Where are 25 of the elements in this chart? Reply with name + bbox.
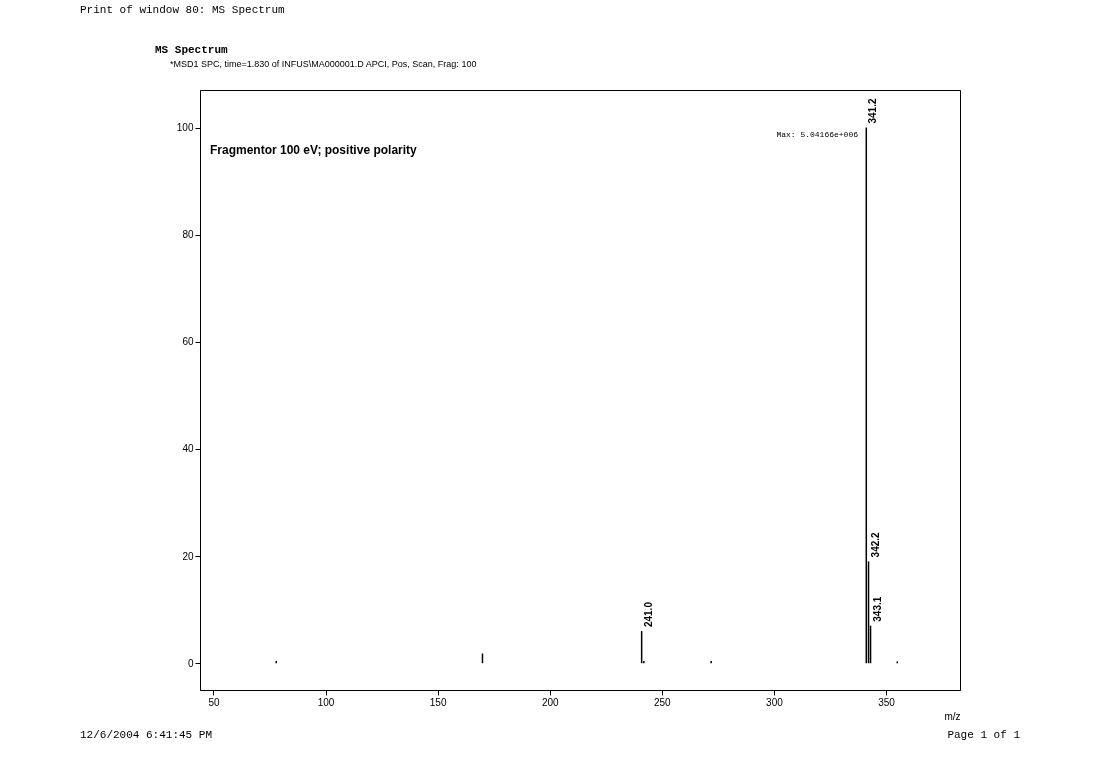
text: Print of window 80: MS Spectrum <box>80 4 286 16</box>
y-tick-label: 60 <box>182 336 194 348</box>
y-tick-label: 0 <box>187 657 194 669</box>
x-tick-label: 150 <box>429 696 447 708</box>
y-tick-label: 80 <box>182 229 194 241</box>
annotation: Max: 5.04166e+006 <box>776 130 859 139</box>
x-axis-title: m/z <box>944 710 961 722</box>
x-tick-label: 250 <box>653 696 672 708</box>
text: Page 1 of 1 <box>947 729 1021 741</box>
text: 12/6/2004 6:41:45 PM <box>80 729 213 741</box>
annotation: 241.0 <box>642 601 654 628</box>
annotation: 341.2 <box>867 98 879 124</box>
y-tick-label: 20 <box>182 550 194 562</box>
x-tick-label: 200 <box>541 696 560 708</box>
chart-title: MS Spectrum <box>155 44 229 56</box>
x-tick-label: 300 <box>766 696 784 708</box>
y-tick-label: 40 <box>182 443 194 455</box>
x-tick-label: 50 <box>208 696 220 708</box>
x-tick-label: 100 <box>317 696 335 708</box>
chart-subtitle: *MSD1 SPC, time=1.830 of INFUS\MA000001.D APCI, Pos, Scan, Frag: 100 <box>170 59 477 69</box>
y-tick-label: 100 <box>176 122 194 133</box>
annotation: Fragmentor 100 eV; positive polarity <box>210 143 418 157</box>
x-tick-label: 350 <box>878 696 896 708</box>
annotation: 342.2 <box>869 531 881 558</box>
annotation: 343.1 <box>871 596 883 622</box>
